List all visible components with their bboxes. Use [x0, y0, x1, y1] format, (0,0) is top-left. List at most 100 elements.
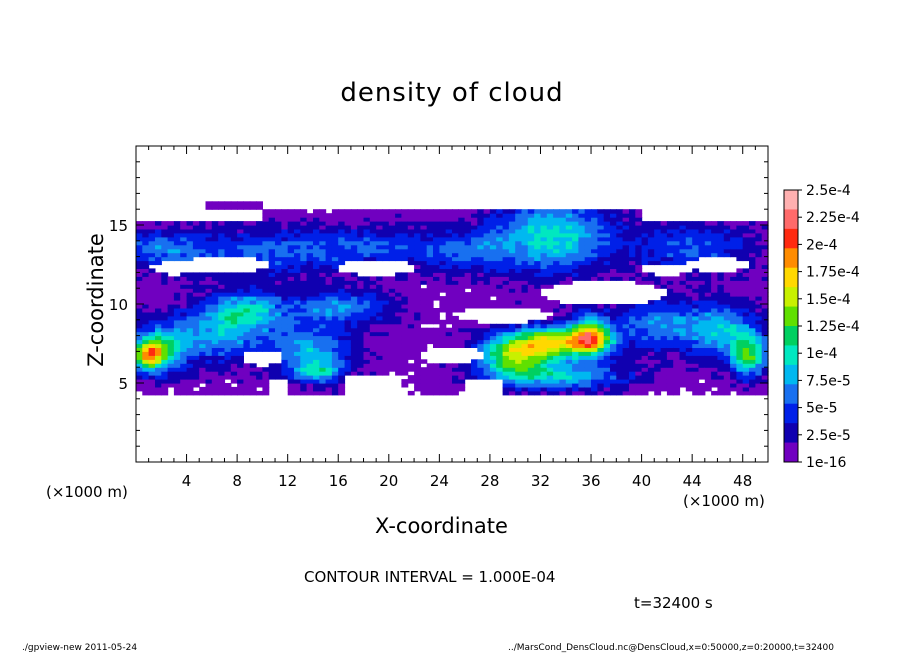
density-cell: [654, 280, 662, 285]
density-cell: [173, 228, 181, 234]
density-cell: [641, 355, 649, 360]
density-cell: [426, 383, 434, 388]
density-cell: [433, 217, 440, 222]
density-cell: [679, 363, 687, 368]
density-cell: [426, 213, 434, 218]
density-cell: [502, 379, 510, 384]
density-cell: [622, 268, 630, 273]
density-cell: [369, 256, 377, 262]
density-cell: [313, 217, 320, 222]
x-tick-label: 4: [182, 472, 192, 490]
density-cell: [641, 327, 649, 333]
density-cell: [395, 343, 402, 348]
density-cell: [666, 367, 674, 372]
density-cell: [249, 252, 257, 258]
density-cell: [230, 355, 238, 360]
density-cell: [243, 311, 251, 317]
density-cell: [395, 335, 402, 341]
density-cell: [401, 335, 409, 341]
density-cell: [730, 335, 737, 341]
density-cell: [338, 288, 346, 293]
density-cell: [742, 335, 750, 341]
density-cell: [136, 383, 143, 388]
density-cell: [534, 217, 542, 222]
density-cell: [249, 383, 257, 388]
density-cell: [698, 288, 706, 293]
density-cell: [344, 323, 352, 329]
density-cell: [761, 288, 769, 293]
x-tick-label: 48: [733, 472, 752, 490]
density-cell: [761, 300, 769, 305]
density-cell: [224, 248, 232, 254]
density-cell: [407, 355, 415, 360]
density-cell: [489, 288, 497, 293]
density-cell: [268, 304, 276, 309]
density-cell: [704, 221, 712, 226]
density-cell: [452, 335, 459, 341]
density-cell: [161, 323, 169, 329]
density-cell: [458, 383, 466, 388]
density-cell: [262, 240, 270, 246]
density-cell: [452, 367, 459, 372]
density-cell: [673, 355, 681, 360]
density-cell: [610, 256, 617, 262]
density-cell: [268, 375, 276, 380]
density-cell: [534, 268, 542, 273]
density-cell: [616, 323, 624, 329]
density-cell: [622, 363, 630, 368]
density-cell: [508, 268, 516, 273]
density-cell: [496, 256, 504, 262]
density-cell: [578, 390, 586, 396]
density-cell: [148, 367, 156, 372]
density-cell: [148, 311, 156, 317]
density-cell: [382, 315, 390, 321]
density-cell: [388, 355, 396, 360]
density-cell: [344, 296, 352, 301]
density-cell: [344, 355, 352, 360]
density-cell: [350, 232, 358, 238]
density-cell: [401, 217, 409, 222]
density-cell: [711, 331, 718, 337]
density-cell: [622, 339, 630, 345]
density-cell: [616, 256, 624, 262]
density-cell: [692, 347, 700, 352]
density-cell: [471, 256, 478, 262]
density-cell: [464, 363, 472, 368]
density-cell: [344, 248, 352, 254]
density-cell: [192, 351, 200, 356]
density-cell: [761, 375, 769, 380]
density-cell: [230, 252, 238, 258]
density-cell: [186, 390, 194, 396]
density-cell: [433, 260, 440, 266]
density-cell: [717, 319, 725, 325]
density-cell: [338, 375, 346, 380]
density-cell: [148, 331, 156, 337]
density-cell: [635, 256, 643, 262]
density-cell: [610, 331, 617, 337]
density-cell: [136, 351, 143, 356]
density-cell: [673, 351, 681, 356]
density-cell: [142, 225, 150, 230]
density-cell: [527, 386, 535, 392]
density-cell: [136, 228, 143, 234]
density-cell: [635, 375, 643, 380]
density-cell: [256, 311, 263, 317]
density-cell: [660, 359, 668, 364]
density-cell: [654, 367, 662, 372]
density-cell: [673, 308, 681, 313]
density-cell: [685, 292, 693, 297]
density-cell: [268, 236, 276, 242]
density-cell: [344, 209, 352, 214]
density-cell: [325, 335, 333, 341]
density-cell: [306, 339, 314, 345]
density-cell: [205, 276, 213, 281]
density-cell: [635, 276, 643, 281]
density-cell: [300, 276, 308, 281]
density-cell: [521, 213, 529, 218]
density-cell: [262, 331, 270, 337]
density-cell: [268, 371, 276, 376]
density-cell: [698, 390, 706, 396]
density-cell: [167, 327, 175, 333]
density-cell: [281, 327, 289, 333]
density-cell: [515, 221, 523, 226]
